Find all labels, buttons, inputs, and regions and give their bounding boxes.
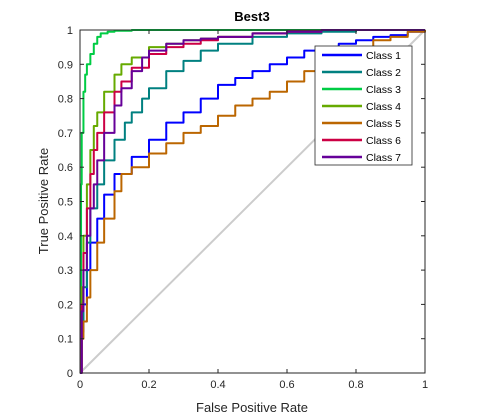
series-line-7 xyxy=(80,29,425,374)
tick-layer: 0 0.2 0.4 0.6 0.8 1 0 0.1 0.2 0.3 0.4 0.5 0.6 0.7 0.8 0… xyxy=(58,25,428,391)
legend-label-5: Class 5 xyxy=(366,118,401,130)
series-line-1 xyxy=(80,30,426,374)
x-tick-label: 0.2 xyxy=(141,379,156,391)
x-tick-label: 0 xyxy=(77,379,83,391)
y-tick-label: 0.6 xyxy=(58,162,73,174)
y-tick-label: 0.1 xyxy=(58,334,73,346)
y-tick-label: 0.2 xyxy=(58,299,73,311)
y-tick-label: 0.8 xyxy=(58,94,73,106)
x-tick-label: 0.8 xyxy=(348,379,363,391)
legend-label-6: Class 6 xyxy=(366,135,401,147)
y-tick-label: 0.4 xyxy=(58,231,73,243)
x-tick-label: 0.4 xyxy=(210,379,225,391)
y-axis-label: True Positive Rate xyxy=(36,148,51,254)
y-tick-label: 0.3 xyxy=(58,265,73,277)
legend-label-1: Class 1 xyxy=(366,50,401,62)
legend-label-2: Class 2 xyxy=(366,67,401,79)
legend-label-4: Class 4 xyxy=(366,101,401,113)
chart-title: Best3 xyxy=(234,9,269,24)
legend-label-3: Class 3 xyxy=(366,84,401,96)
y-tick-label: 0.9 xyxy=(58,59,73,71)
legend: Class 1 Class 2 Class 3 Class 4 Class 5 Class… xyxy=(314,45,413,166)
y-tick-label: 0.7 xyxy=(58,128,73,140)
x-tick-label: 0.6 xyxy=(279,379,294,391)
legend-label-7: Class 7 xyxy=(366,152,401,164)
series-line-2 xyxy=(80,29,425,374)
x-axis-label: False Positive Rate xyxy=(196,400,308,415)
y-tick-label: 0 xyxy=(67,368,73,380)
x-tick-label: 1 xyxy=(422,379,428,391)
y-tick-label: 0.5 xyxy=(58,197,73,209)
y-tick-label: 1 xyxy=(67,25,73,37)
legend-items: Class 1 Class 2 Class 3 Class 4 Class 5 Class… xyxy=(322,50,401,164)
